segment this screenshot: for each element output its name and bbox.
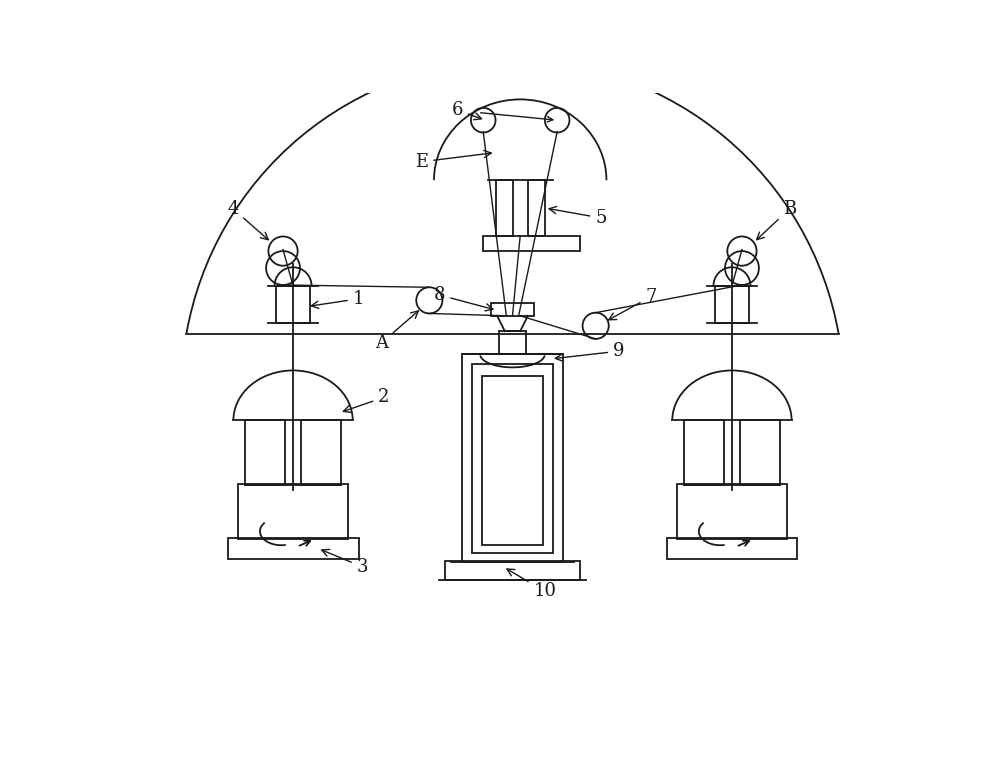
Bar [677,483,787,539]
Bar [228,538,358,559]
Bar [491,303,534,315]
Bar [684,420,724,485]
Text: 2: 2 [343,388,390,413]
Text: 1: 1 [311,290,364,308]
Bar [483,235,580,251]
Text: 7: 7 [609,287,657,320]
Bar [740,420,780,485]
Text: 10: 10 [507,569,556,601]
Bar [499,331,526,354]
Bar [528,180,545,235]
Bar [482,376,543,545]
Bar [238,483,348,539]
Text: A: A [375,311,418,352]
Bar [301,420,341,485]
Bar [496,180,512,235]
Bar [666,538,797,559]
Text: E: E [415,151,491,171]
Bar [445,561,580,580]
Text: 6: 6 [451,101,481,120]
Bar [276,286,310,323]
Text: 8: 8 [434,286,493,311]
Text: 5: 5 [549,207,607,227]
Bar [245,420,285,485]
Bar [472,364,553,553]
Text: B: B [757,200,796,239]
Text: 9: 9 [555,342,625,361]
Bar [715,286,749,323]
Text: 3: 3 [322,549,368,576]
Polygon shape [497,315,528,331]
Bar [462,354,563,563]
Text: 4: 4 [227,200,268,240]
